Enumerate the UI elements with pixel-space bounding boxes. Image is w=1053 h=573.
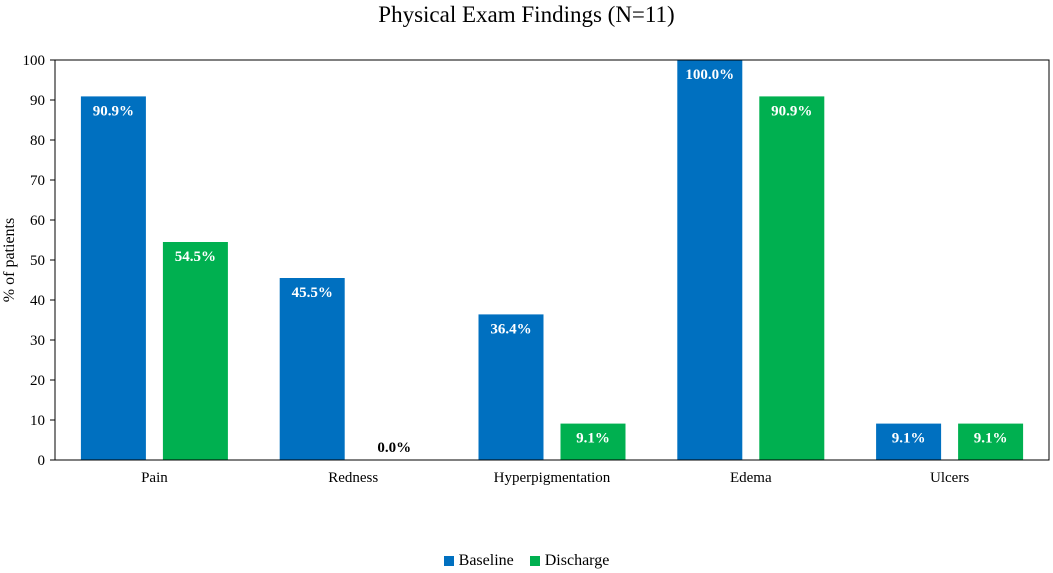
y-tick-label: 40 — [30, 293, 45, 309]
legend-item-discharge: Discharge — [529, 552, 610, 570]
bar-baseline-ulcers — [876, 423, 942, 460]
data-label-discharge-edema: 90.9% — [771, 103, 812, 119]
bar-baseline-hyperpigmentation — [478, 314, 544, 460]
y-tick-label: 80 — [30, 133, 45, 149]
y-tick-label: 50 — [30, 253, 45, 269]
y-tick-label: 90 — [30, 93, 45, 109]
y-tick-label: 20 — [30, 373, 45, 389]
data-label-baseline-hyperpigmentation: 36.4% — [490, 321, 531, 337]
legend-item-baseline: Baseline — [443, 552, 514, 570]
chart-title: Physical Exam Findings (N=11) — [378, 2, 675, 27]
data-label-baseline-edema: 100.0% — [685, 67, 734, 83]
x-axis: Pain Redness Hyperpigmentation Edema Ulcers — [141, 470, 969, 486]
y-tick-label: 0 — [38, 453, 46, 469]
legend-label-discharge: Discharge — [544, 552, 610, 569]
bar-baseline-redness — [279, 278, 345, 460]
data-label-discharge-redness: 0.0% — [377, 440, 411, 456]
x-tick-label-hyperpigmentation: Hyperpigmentation — [494, 470, 611, 486]
y-axis: 0 10 20 30 40 50 60 70 80 90 100 — [23, 53, 55, 469]
legend: Baseline Discharge — [0, 552, 1053, 571]
data-label-baseline-pain: 90.9% — [93, 103, 134, 119]
data-label-discharge-hyperpigmentation: 9.1% — [576, 431, 610, 447]
legend-swatch-discharge — [529, 556, 540, 566]
bar-discharge-hyperpigmentation — [560, 423, 626, 460]
bar-discharge-ulcers — [958, 423, 1024, 460]
bar-discharge-pain — [162, 242, 228, 460]
data-label-baseline-ulcers: 9.1% — [892, 431, 926, 447]
data-label-discharge-pain: 54.5% — [175, 249, 216, 265]
y-tick-label: 60 — [30, 213, 45, 229]
x-tick-label-pain: Pain — [141, 470, 168, 486]
y-tick-label: 10 — [30, 413, 45, 429]
data-label-baseline-redness: 45.5% — [292, 285, 333, 301]
bar-baseline-edema — [677, 60, 743, 460]
y-tick-label: 100 — [23, 53, 46, 69]
x-tick-label-edema: Edema — [730, 470, 772, 486]
bar-discharge-edema — [759, 96, 825, 461]
y-tick-label: 30 — [30, 333, 45, 349]
plot-area-border — [54, 59, 1050, 461]
legend-label-baseline: Baseline — [458, 552, 514, 569]
x-tick-label-redness: Redness — [328, 470, 378, 486]
x-tick-label-ulcers: Ulcers — [930, 470, 969, 486]
y-axis-title: % of patients — [1, 218, 18, 302]
bar-baseline-pain — [80, 96, 146, 461]
data-label-discharge-ulcers: 9.1% — [974, 431, 1008, 447]
y-tick-label: 70 — [30, 173, 45, 189]
bars: 90.9% 54.5% 45.5% 0.0% 36.4% 9.1% 100.0% 90.9% 9… — [80, 60, 1024, 461]
legend-swatch-baseline — [443, 556, 454, 566]
